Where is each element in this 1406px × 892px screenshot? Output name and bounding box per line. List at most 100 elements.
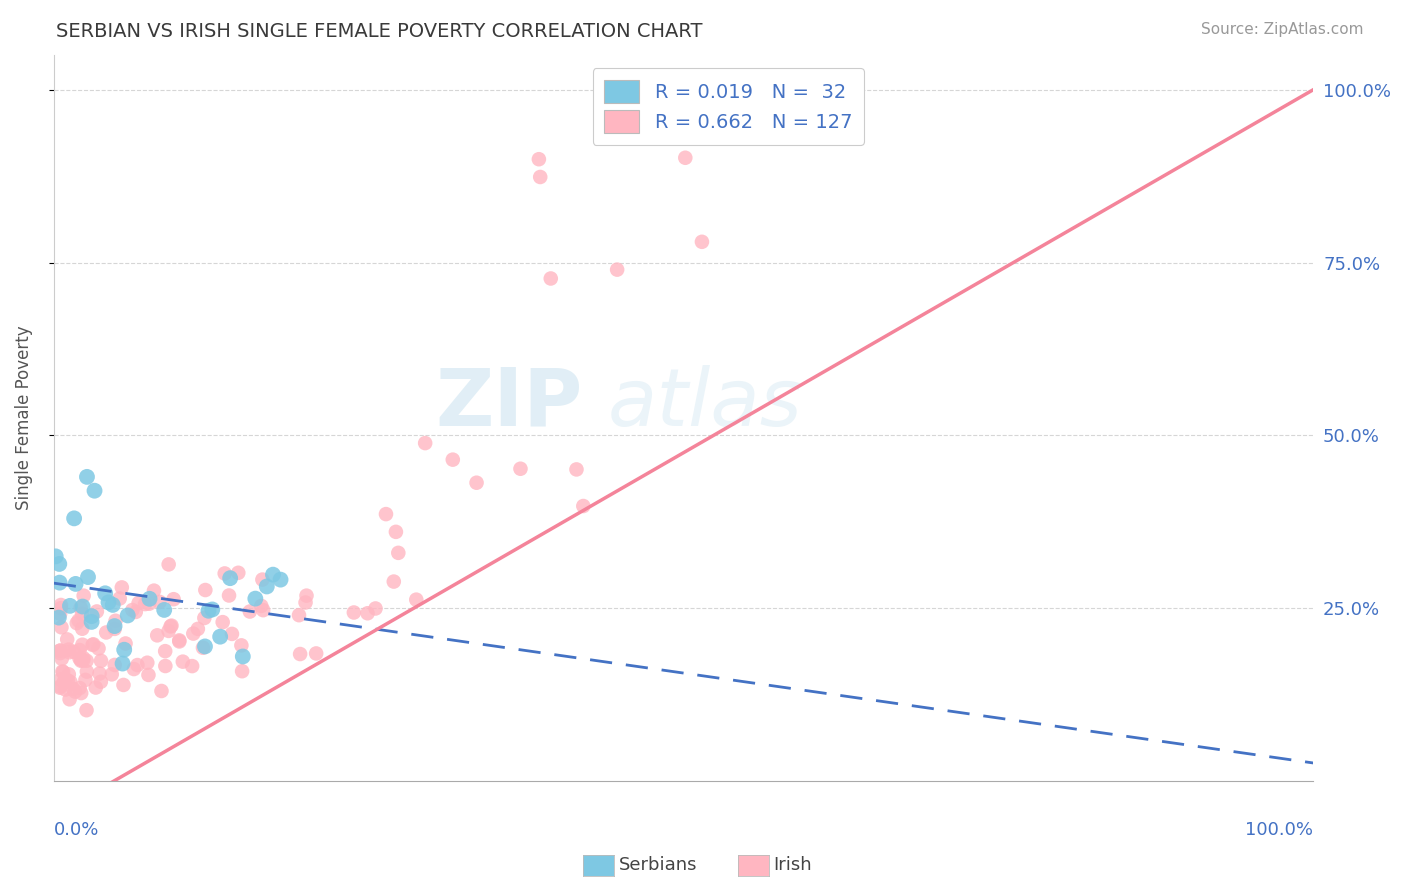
Point	[53, 673, 76, 688]
Legend: R = 0.019   N =  32, R = 0.662   N = 127: R = 0.019 N = 32, R = 0.662 N = 127	[592, 69, 863, 145]
Point	[63, 645, 86, 659]
Text: Serbians: Serbians	[619, 856, 697, 874]
Point	[76, 703, 98, 717]
Point	[70, 607, 93, 621]
Point	[114, 636, 136, 650]
Point	[70, 654, 93, 668]
Point	[134, 597, 156, 611]
Point	[211, 615, 233, 629]
Point	[128, 596, 150, 610]
Point	[159, 619, 181, 633]
Point	[69, 643, 91, 657]
Text: ZIP: ZIP	[436, 365, 583, 442]
Point	[673, 151, 696, 165]
Point	[97, 595, 120, 609]
Text: Source: ZipAtlas.com: Source: ZipAtlas.com	[1201, 22, 1364, 37]
Point	[209, 630, 232, 644]
Point	[51, 651, 73, 665]
Point	[80, 609, 103, 624]
Point	[67, 614, 90, 628]
Point	[108, 591, 131, 606]
Point	[295, 589, 318, 603]
Text: 100.0%: 100.0%	[1246, 821, 1313, 839]
Point	[86, 605, 108, 619]
Point	[149, 595, 172, 609]
Point	[49, 643, 72, 657]
Point	[527, 152, 550, 166]
Point	[219, 571, 242, 585]
Point	[112, 642, 135, 657]
Point	[252, 573, 274, 587]
Point	[160, 618, 183, 632]
Point	[121, 603, 143, 617]
Point	[181, 659, 204, 673]
Point	[413, 436, 436, 450]
Point	[565, 462, 588, 476]
Point	[104, 622, 127, 636]
Point	[48, 575, 70, 590]
Point	[153, 603, 176, 617]
Text: Irish: Irish	[773, 856, 811, 874]
Point	[385, 524, 408, 539]
Point	[82, 638, 104, 652]
Point	[239, 605, 262, 619]
Point	[65, 577, 87, 591]
Point	[94, 586, 117, 600]
Point	[194, 640, 217, 654]
Point	[231, 639, 253, 653]
Point	[194, 582, 217, 597]
Point	[138, 597, 160, 611]
Point	[72, 653, 94, 667]
Point	[90, 654, 112, 668]
Point	[167, 633, 190, 648]
Point	[49, 644, 72, 658]
Point	[56, 673, 79, 688]
Point	[127, 658, 149, 673]
Point	[58, 642, 80, 657]
Point	[59, 692, 82, 706]
Point	[572, 499, 595, 513]
Point	[58, 645, 80, 659]
Point	[63, 511, 86, 525]
Point	[75, 673, 97, 687]
Point	[201, 602, 224, 616]
Point	[231, 664, 253, 678]
Point	[162, 592, 184, 607]
Point	[136, 656, 159, 670]
Point	[70, 622, 93, 636]
Point	[150, 684, 173, 698]
Point	[382, 574, 405, 589]
Point	[606, 262, 628, 277]
Point	[59, 599, 82, 613]
Point	[56, 632, 79, 647]
Point	[343, 606, 366, 620]
Point	[143, 583, 166, 598]
Point	[232, 649, 254, 664]
Point	[250, 599, 273, 613]
Point	[72, 651, 94, 665]
Point	[465, 475, 488, 490]
Point	[69, 681, 91, 695]
Point	[262, 567, 284, 582]
Point	[104, 614, 127, 628]
Point	[51, 665, 73, 679]
Point	[153, 644, 176, 658]
Point	[138, 591, 160, 606]
Point	[294, 595, 316, 609]
Point	[80, 615, 103, 629]
Point	[77, 570, 100, 584]
Point	[387, 546, 409, 560]
Point	[187, 622, 209, 636]
Point	[84, 681, 107, 695]
Point	[111, 657, 134, 671]
Point	[193, 611, 215, 625]
Point	[63, 684, 86, 698]
Point	[48, 557, 70, 571]
Point	[305, 647, 328, 661]
Point	[89, 666, 111, 681]
Point	[83, 483, 105, 498]
Point	[53, 673, 76, 687]
Point	[172, 655, 194, 669]
Point	[690, 235, 713, 249]
Point	[529, 169, 551, 184]
